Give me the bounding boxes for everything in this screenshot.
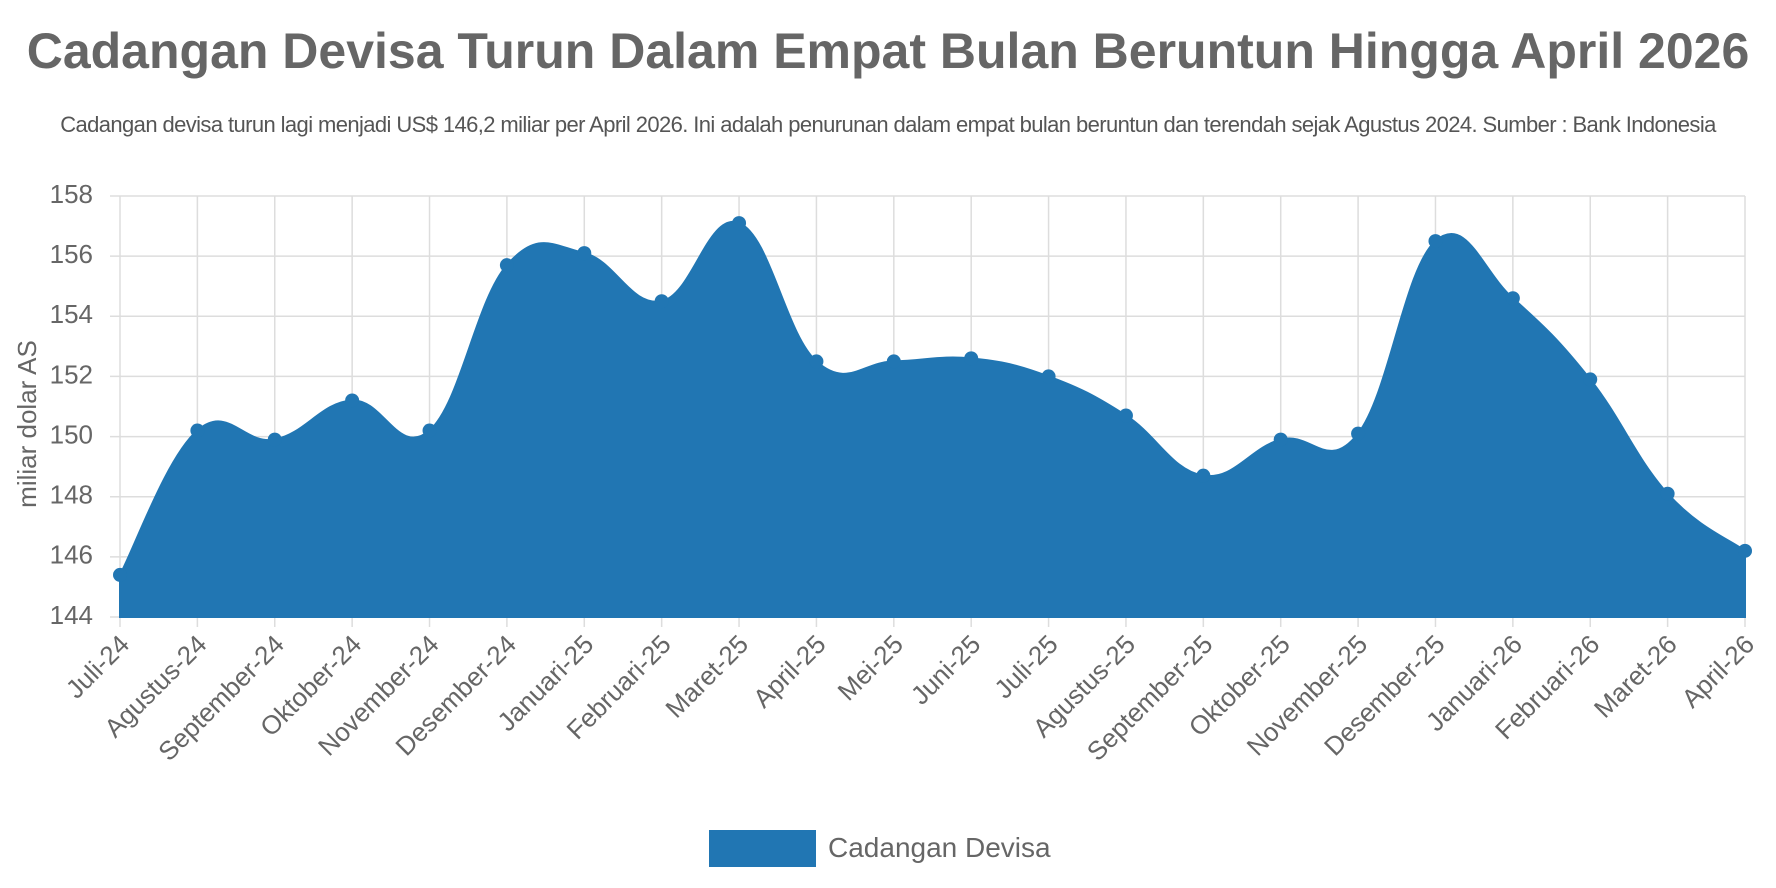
data-point[interactable]: [499, 258, 514, 273]
y-tick-label: 150: [50, 419, 93, 449]
x-tick-label: April-26: [1676, 629, 1761, 714]
x-tick-label: Juni-25: [905, 629, 987, 711]
data-point[interactable]: [1583, 372, 1598, 387]
x-tick-label: Maret-26: [1588, 629, 1683, 724]
data-point[interactable]: [190, 423, 205, 438]
series-area-layer: [119, 220, 1746, 618]
y-tick-label: 144: [50, 600, 93, 630]
data-point[interactable]: [1505, 291, 1520, 306]
legend-swatch: [709, 829, 816, 867]
x-axis-ticks: Juli-24Agustus-24September-24Oktober-24N…: [60, 629, 1760, 767]
legend[interactable]: Cadangan Devisa: [709, 829, 1051, 867]
data-point[interactable]: [1118, 408, 1133, 423]
data-point[interactable]: [1041, 369, 1056, 384]
data-point[interactable]: [1660, 486, 1675, 501]
data-point[interactable]: [1273, 432, 1288, 447]
data-point[interactable]: [964, 351, 979, 366]
data-point[interactable]: [422, 423, 437, 438]
y-axis-label: miliar dolar AS: [12, 340, 42, 508]
data-points: [113, 216, 1752, 582]
y-tick-label: 152: [50, 359, 93, 389]
data-point[interactable]: [267, 432, 282, 447]
y-tick-label: 148: [50, 480, 93, 510]
x-tick-label: Maret-25: [659, 629, 754, 724]
y-tick-label: 156: [50, 239, 93, 269]
data-point[interactable]: [345, 393, 360, 408]
data-point[interactable]: [113, 567, 127, 582]
data-point[interactable]: [1351, 426, 1366, 441]
data-point[interactable]: [1738, 543, 1752, 558]
chart-subtitle: Cadangan devisa turun lagi menjadi US$ 1…: [60, 112, 1716, 137]
data-point[interactable]: [1428, 234, 1443, 249]
legend-label: Cadangan Devisa: [828, 832, 1051, 863]
data-point[interactable]: [886, 354, 901, 369]
x-tick-label: Mei-25: [831, 629, 908, 706]
chart-title: Cadangan Devisa Turun Dalam Empat Bulan …: [26, 23, 1750, 79]
data-point[interactable]: [1196, 468, 1211, 483]
y-tick-label: 158: [50, 179, 93, 209]
x-tick-label: Juli-25: [988, 629, 1063, 704]
y-tick-label: 146: [50, 540, 93, 570]
series-area: [119, 220, 1746, 618]
x-tick-label: April-25: [747, 629, 832, 714]
data-point[interactable]: [654, 294, 669, 309]
data-point[interactable]: [809, 354, 824, 369]
data-point[interactable]: [577, 246, 592, 261]
data-point[interactable]: [732, 216, 747, 231]
y-axis-ticks: 144 146 148 150 152 154 156 158: [50, 179, 93, 630]
y-tick-label: 154: [50, 299, 93, 329]
x-tick-label: Juli-24: [60, 629, 135, 704]
